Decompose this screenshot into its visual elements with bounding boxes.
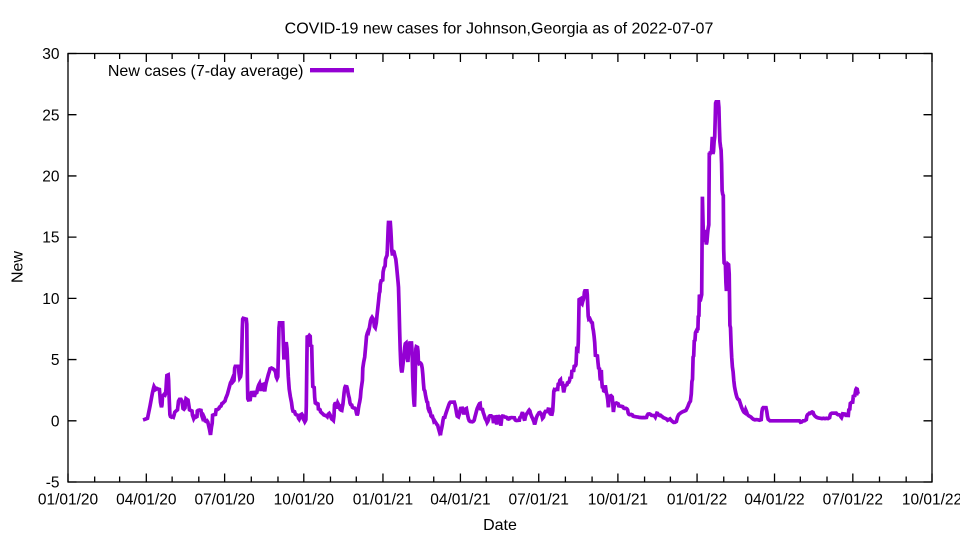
svg-text:07/01/22: 07/01/22: [823, 492, 883, 509]
svg-text:10: 10: [42, 291, 60, 308]
svg-text:10/01/21: 10/01/21: [588, 492, 648, 509]
svg-text:01/01/22: 01/01/22: [667, 492, 727, 509]
svg-text:0: 0: [51, 413, 60, 430]
svg-text:COVID-19 new cases for Johnson: COVID-19 new cases for Johnson,Georgia a…: [285, 21, 714, 38]
svg-text:25: 25: [42, 107, 59, 124]
svg-text:07/01/21: 07/01/21: [509, 492, 569, 509]
svg-text:Date: Date: [483, 517, 517, 534]
svg-text:30: 30: [42, 46, 60, 63]
svg-text:01/01/21: 01/01/21: [353, 492, 413, 509]
svg-text:15: 15: [42, 230, 59, 247]
svg-text:10/01/22: 10/01/22: [902, 492, 960, 509]
svg-text:01/01/20: 01/01/20: [38, 492, 99, 509]
svg-text:04/01/21: 04/01/21: [430, 492, 490, 509]
svg-text:5: 5: [51, 352, 60, 369]
svg-text:New: New: [9, 251, 26, 283]
svg-text:New cases (7-day average): New cases (7-day average): [108, 63, 304, 80]
svg-text:20: 20: [42, 169, 60, 186]
svg-text:10/01/20: 10/01/20: [274, 492, 335, 509]
svg-text:07/01/20: 07/01/20: [194, 492, 255, 509]
svg-text:04/01/20: 04/01/20: [116, 492, 177, 509]
svg-text:04/01/22: 04/01/22: [744, 492, 804, 509]
svg-text:-5: -5: [46, 475, 60, 492]
